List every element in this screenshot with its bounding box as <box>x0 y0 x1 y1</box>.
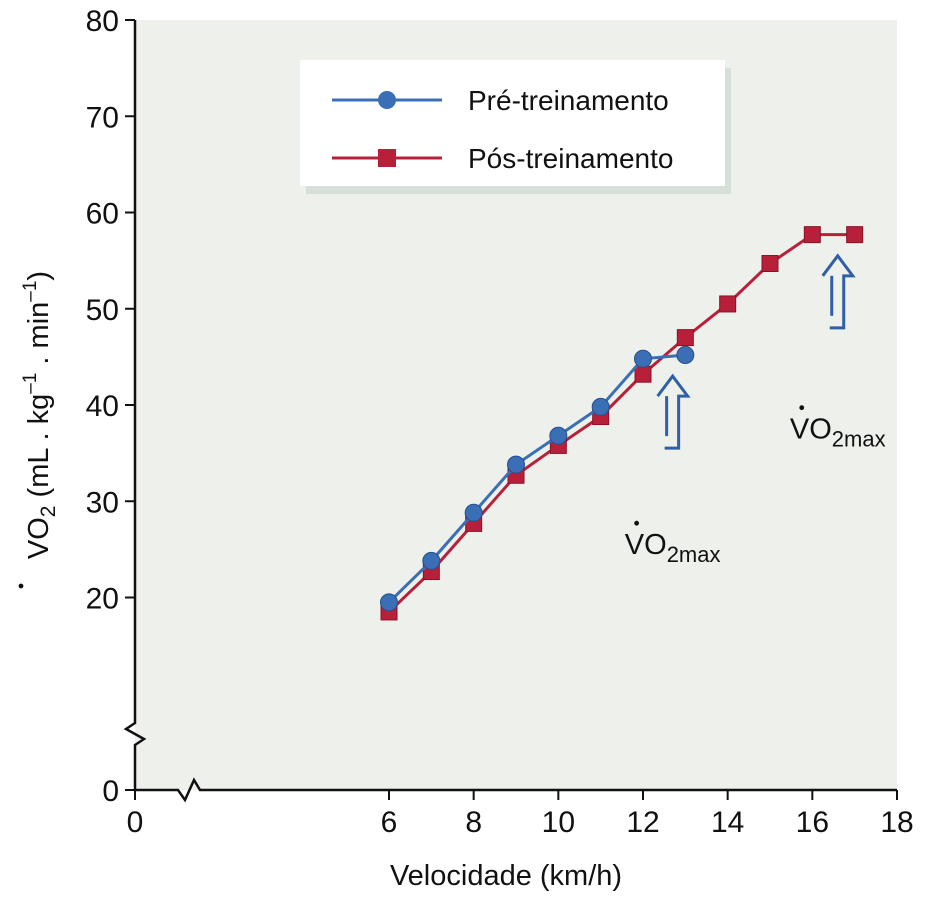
annotation-pre-vo2max: VO2max <box>625 373 721 567</box>
axes <box>123 20 897 803</box>
annotation-label: VO2max <box>625 529 721 567</box>
data-point-square <box>719 295 737 313</box>
y-axis-title: VO2 (mL . kg–1 . min–1) <box>20 271 60 559</box>
data-point-square <box>846 226 864 244</box>
y-axis-line <box>123 20 147 790</box>
series-layer <box>380 226 864 621</box>
x-tick-label: 16 <box>796 806 829 839</box>
series-circle <box>380 345 695 612</box>
annotation-post-vo2max: VO2max <box>790 253 886 452</box>
data-point-square <box>634 365 652 383</box>
y-tick-label: 30 <box>86 486 119 519</box>
y-axis-title-dot <box>18 583 24 589</box>
annotation-arrow <box>656 373 691 450</box>
x-tick-label: 0 <box>127 806 144 839</box>
x-tick-label: 8 <box>465 806 482 839</box>
y-tick-label: 40 <box>86 390 119 423</box>
series-line <box>387 353 686 604</box>
legend-label: Pós-treinamento <box>468 143 673 174</box>
y-tick-label: 70 <box>86 101 119 134</box>
data-point-circle <box>634 349 652 368</box>
x-tick-label: 14 <box>711 806 744 839</box>
data-point-circle <box>676 345 695 364</box>
annotation-arrow <box>821 253 856 330</box>
data-point-circle <box>422 551 441 570</box>
legend: Pré-treinamento Pós-treinamento <box>300 60 731 194</box>
data-point-square <box>761 255 779 273</box>
data-point-circle <box>507 455 525 474</box>
axis-titles: Velocidade (km/h) VO2 (mL . kg–1 . min–1) <box>18 271 622 892</box>
y-tick-label: 80 <box>86 5 119 38</box>
legend-box <box>300 60 725 186</box>
legend-label: Pré-treinamento <box>468 85 669 116</box>
annotation-dot <box>799 405 805 411</box>
legend-marker-square <box>378 149 396 167</box>
y-tick-label: 0 <box>102 775 119 808</box>
data-point-circle <box>591 397 610 416</box>
y-tick-label: 50 <box>86 294 119 327</box>
x-tick-label: 18 <box>880 806 913 839</box>
x-tick-label: 6 <box>381 806 398 839</box>
x-tick-label: 12 <box>626 806 659 839</box>
x-axis-title: Velocidade (km/h) <box>390 860 622 892</box>
data-point-circle <box>380 593 398 612</box>
legend-marker-circle <box>378 91 396 109</box>
annotation-label: VO2max <box>790 414 886 452</box>
y-tick-label: 60 <box>86 198 119 231</box>
y-tick-label: 20 <box>86 583 119 616</box>
x-axis-line <box>135 777 897 803</box>
data-point-circle <box>549 426 568 445</box>
annotations: VO2max VO2max <box>625 253 886 567</box>
data-point-square <box>803 226 821 244</box>
annotation-dot <box>634 520 640 526</box>
tick-labels: 0 20 30 40 50 60 70 80 0 6 8 10 12 14 16 18 <box>86 5 914 839</box>
data-point-square <box>676 329 694 347</box>
data-point-circle <box>464 503 483 522</box>
x-tick-label: 10 <box>542 806 575 839</box>
